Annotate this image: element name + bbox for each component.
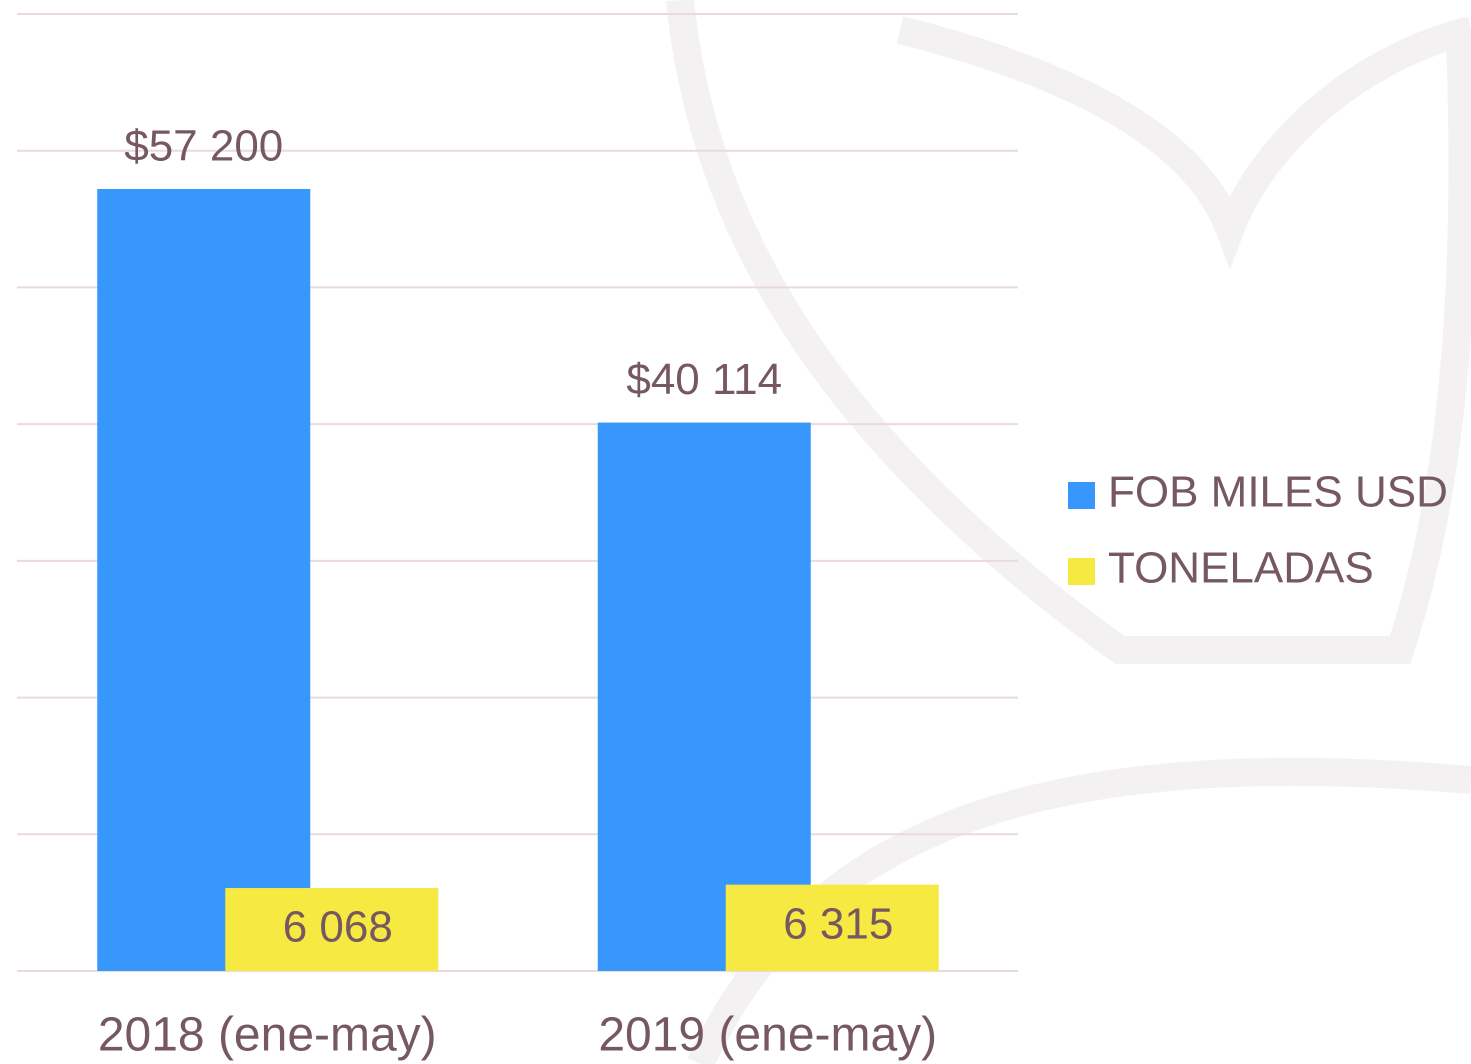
value-label: $40 114 (626, 355, 782, 404)
bar (597, 422, 811, 971)
value-label: 6 315 (783, 899, 893, 948)
legend-label: FOB MILES USD (1108, 468, 1448, 517)
watermark (666, 0, 1471, 1064)
bar (97, 188, 311, 972)
value-label: 6 068 (283, 903, 393, 952)
bar (725, 884, 939, 971)
x-tick-label: 2019 (ene-may) (598, 1009, 937, 1062)
bar (225, 888, 439, 971)
legend-swatch (1068, 558, 1095, 585)
legend-swatch (1068, 482, 1095, 509)
legend-label: TONELADAS (1108, 544, 1374, 593)
value-label: $57 200 (124, 122, 283, 171)
x-tick-label: 2018 (ene-may) (98, 1009, 437, 1062)
